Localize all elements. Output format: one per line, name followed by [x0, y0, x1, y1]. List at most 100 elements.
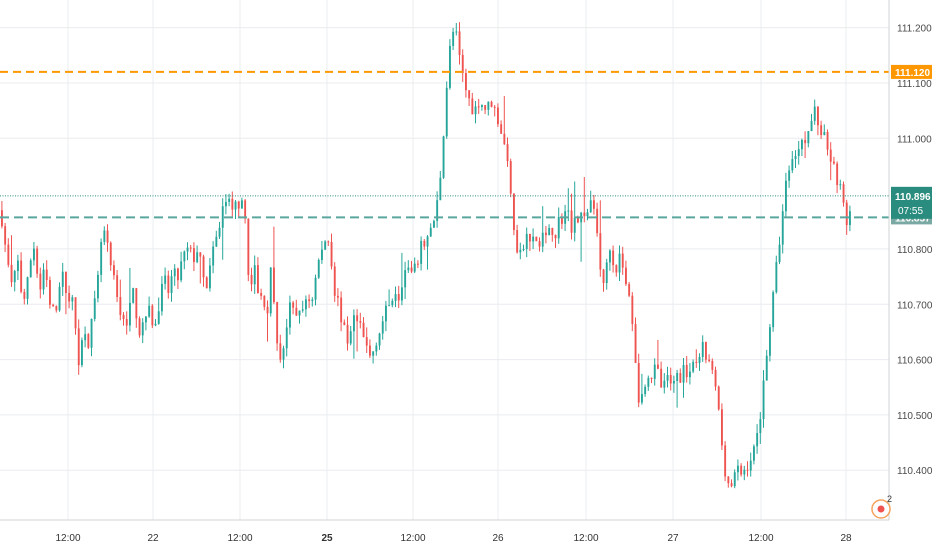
candle-body: [372, 351, 375, 356]
candle-body: [93, 298, 96, 319]
candle-body: [39, 273, 42, 290]
candle-body: [769, 327, 771, 356]
candle-body: [746, 469, 749, 471]
candle-body: [765, 355, 768, 381]
candle-body: [221, 206, 224, 228]
candle-body: [676, 373, 679, 382]
candle-body: [711, 361, 714, 370]
candle-body: [426, 236, 429, 247]
candle-body: [189, 247, 192, 249]
candle-body: [202, 256, 205, 278]
candle-body: [263, 295, 266, 307]
candle-body: [429, 227, 432, 237]
candle-body: [557, 216, 560, 239]
candle-body: [186, 247, 189, 252]
candle-body: [49, 280, 51, 305]
candle-body: [13, 271, 16, 283]
candle-body: [657, 364, 659, 369]
candle-body: [621, 253, 624, 268]
x-tick-label: 12:00: [400, 533, 425, 544]
candle-body: [17, 260, 19, 272]
candle-body: [669, 374, 672, 384]
candle-body: [650, 377, 653, 379]
candle-body: [164, 275, 167, 284]
candle-body: [753, 446, 755, 461]
candle-body: [276, 302, 279, 344]
candle-body: [362, 322, 365, 338]
candle-body: [474, 106, 477, 115]
last-price-label: 110.896: [895, 192, 931, 203]
candle-body: [605, 262, 608, 284]
candle-body: [609, 250, 611, 263]
candle-body: [391, 300, 394, 306]
candle-body: [385, 305, 387, 322]
y-tick-label: 110.800: [897, 245, 932, 256]
x-tick-label: 22: [147, 533, 159, 544]
candle-body: [196, 252, 199, 263]
candle-body: [695, 361, 698, 363]
candle-body: [570, 210, 573, 233]
candle-body: [484, 105, 487, 110]
candle-body: [749, 460, 752, 471]
candle-body: [586, 212, 589, 217]
candle-body: [20, 260, 23, 292]
resistance-price-label: 111.120: [895, 68, 930, 79]
candle-body: [305, 299, 307, 310]
candle-body: [653, 364, 656, 379]
candle-body: [381, 321, 384, 334]
candle-body: [10, 264, 13, 283]
candle-body: [119, 297, 122, 315]
price-axis[interactable]: 111.200 111.100 111.000 110.800 110.700 110.6…: [888, 0, 932, 520]
candle-body: [45, 269, 48, 281]
candle-body: [410, 267, 413, 272]
candle-body: [353, 315, 355, 332]
candle-body: [615, 265, 618, 273]
candle-body: [477, 106, 480, 108]
candle-body: [468, 90, 471, 99]
candle-body: [551, 227, 554, 235]
alert-icon[interactable]: 2: [871, 494, 892, 519]
candle-body: [465, 73, 467, 91]
resistance-price-tag: [891, 64, 932, 79]
candle-body: [266, 306, 269, 314]
candle-body: [58, 286, 61, 311]
candle-body: [817, 106, 819, 126]
candle-body: [791, 159, 794, 171]
candle-body: [228, 198, 231, 202]
candle-body: [52, 304, 55, 307]
candle-body: [756, 433, 759, 447]
candle-body: [807, 131, 810, 144]
candle-body: [481, 105, 483, 108]
candle-body: [77, 328, 80, 366]
y-tick-label: 111.100: [897, 79, 932, 90]
time-axis[interactable]: 12:00 22 12:00 25 12:00 26 12:00 27 12:00 28: [0, 519, 932, 550]
y-tick-label: 110.400: [897, 466, 932, 477]
candle-body: [180, 261, 183, 281]
candle-body: [298, 310, 301, 316]
candle-body: [205, 277, 208, 289]
y-tick-label: 111.200: [897, 24, 932, 35]
candle-body: [833, 161, 835, 164]
candle-body: [788, 170, 791, 181]
candle-body: [257, 265, 259, 293]
candle-body: [157, 311, 160, 324]
candle-body: [314, 277, 317, 300]
candle-body: [490, 101, 493, 107]
candle-body: [445, 87, 448, 137]
candle-body: [132, 288, 135, 303]
candle-body: [781, 211, 784, 245]
candle-body: [532, 236, 535, 242]
candle-body: [497, 107, 499, 125]
candle-body: [772, 292, 775, 328]
candle-body: [577, 217, 579, 223]
candle-body: [170, 276, 173, 293]
candle-body: [634, 324, 637, 364]
candle-body: [23, 291, 26, 299]
candle-body: [161, 283, 163, 312]
candle-body: [282, 348, 285, 360]
candle-body: [561, 216, 563, 224]
candle-body: [628, 284, 631, 296]
candle-body: [436, 200, 439, 221]
